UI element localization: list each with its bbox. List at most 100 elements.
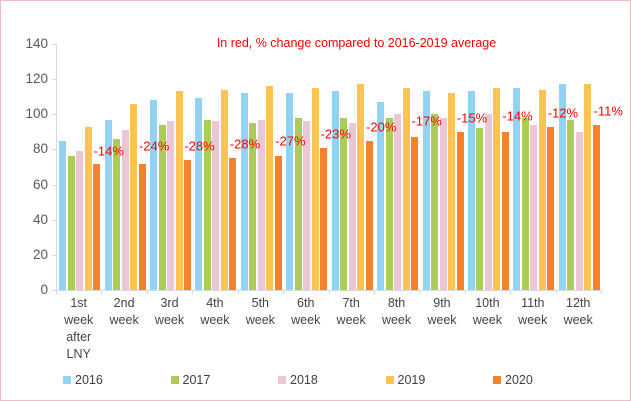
legend-label: 2019 bbox=[397, 373, 426, 387]
y-tick-label: 20 bbox=[32, 246, 48, 262]
y-axis-tick bbox=[52, 219, 56, 221]
y-axis-tick bbox=[52, 149, 56, 151]
x-axis-tick bbox=[419, 290, 421, 294]
bar-2020-6 bbox=[320, 147, 328, 290]
bar-2017-6 bbox=[294, 117, 302, 290]
y-tick-label: 100 bbox=[25, 106, 48, 122]
bar-2016-6 bbox=[286, 93, 294, 290]
x-axis-tick bbox=[373, 290, 375, 294]
y-tick-label: 0 bbox=[40, 282, 48, 297]
y-tick-label: 120 bbox=[25, 71, 48, 87]
x-axis-tick bbox=[555, 290, 557, 294]
bar-2019-2 bbox=[130, 103, 138, 290]
x-axis-label: 5th week bbox=[245, 296, 275, 327]
legend-swatch bbox=[278, 376, 286, 384]
pct-change-label: -12% bbox=[547, 105, 579, 121]
bar-2018-10 bbox=[484, 114, 492, 290]
x-axis-tick bbox=[146, 290, 148, 294]
bar-2020-7 bbox=[365, 140, 373, 290]
pct-change-label: -28% bbox=[229, 136, 261, 152]
x-axis-label: 10th week bbox=[472, 296, 502, 327]
bar-2019-1 bbox=[84, 126, 92, 290]
bar-2019-7 bbox=[357, 84, 365, 290]
bar-2018-5 bbox=[257, 119, 265, 290]
bar-2020-3 bbox=[184, 159, 192, 290]
pct-change-label: -14% bbox=[502, 108, 533, 124]
bar-2016-3 bbox=[150, 100, 158, 290]
x-axis-labels: 1st week after LNY 2nd week 3rd week 4th we… bbox=[56, 295, 601, 363]
y-tick-label: 140 bbox=[25, 36, 48, 51]
y-tick-label: 80 bbox=[32, 141, 48, 157]
x-axis-tick bbox=[510, 290, 512, 294]
x-axis-label: 1st week after LNY bbox=[64, 296, 94, 361]
x-axis-label: 4th week bbox=[200, 296, 230, 327]
y-axis-tick bbox=[52, 254, 56, 256]
bar-2016-8 bbox=[377, 102, 385, 290]
bar-2018-11 bbox=[530, 124, 538, 290]
legend-item-2018: 2018 bbox=[278, 372, 318, 388]
bar-2019-4 bbox=[220, 89, 228, 290]
y-tick-label: 40 bbox=[32, 211, 48, 227]
bar-2017-4 bbox=[203, 119, 211, 290]
x-axis-label: 11th week bbox=[518, 296, 548, 327]
x-axis-label: 2nd week bbox=[109, 296, 139, 327]
bar-2017-1 bbox=[67, 156, 75, 290]
bar-2017-5 bbox=[249, 123, 257, 290]
pct-change-label: -20% bbox=[366, 119, 397, 135]
pct-change-label: -24% bbox=[138, 138, 170, 154]
bar-2017-3 bbox=[158, 124, 166, 290]
pct-change-label: -23% bbox=[320, 126, 351, 142]
bar-2019-10 bbox=[493, 87, 501, 290]
legend-label: 2018 bbox=[290, 373, 318, 387]
bar-2019-5 bbox=[266, 86, 274, 290]
bar-2016-1 bbox=[59, 140, 67, 290]
chart-title: In red, % change compared to 2016-2019 a… bbox=[216, 36, 497, 50]
bar-2020-10 bbox=[501, 131, 509, 290]
x-axis-label: 7th week bbox=[336, 296, 366, 327]
legend-item-2017: 2017 bbox=[170, 372, 211, 388]
bar-2018-1 bbox=[76, 151, 84, 290]
x-axis-label: 8th week bbox=[381, 296, 412, 327]
x-axis-tick bbox=[464, 290, 466, 294]
bar-2018-3 bbox=[167, 121, 175, 290]
bar-2017-12 bbox=[567, 119, 575, 290]
pct-change-label: -17% bbox=[411, 113, 442, 129]
bar-2016-10 bbox=[467, 91, 475, 290]
x-axis-tick bbox=[56, 290, 57, 294]
legend-item-2016: 2016 bbox=[63, 372, 103, 388]
legend-label: 2016 bbox=[75, 373, 103, 387]
pct-change-label: -14% bbox=[93, 143, 124, 159]
bar-2017-10 bbox=[476, 128, 484, 290]
legend-swatch bbox=[493, 376, 501, 384]
bar-2017-8 bbox=[385, 117, 393, 290]
bar-2018-4 bbox=[212, 121, 220, 290]
y-axis-tick bbox=[52, 79, 56, 81]
bar-2018-7 bbox=[348, 123, 356, 290]
bar-2018-12 bbox=[575, 131, 583, 290]
y-axis-tick bbox=[52, 114, 56, 116]
chart-legend: 2016 2017 2018 2019 2020 bbox=[1, 372, 630, 390]
bar-2016-12 bbox=[558, 84, 566, 290]
bar-2019-6 bbox=[311, 87, 319, 290]
bar-2016-9 bbox=[422, 91, 430, 290]
bar-2020-9 bbox=[456, 131, 464, 290]
bar-2016-11 bbox=[513, 87, 521, 290]
legend-label: 2017 bbox=[182, 373, 211, 387]
pct-change-label: -15% bbox=[456, 110, 488, 126]
bar-2018-2 bbox=[121, 130, 129, 290]
pct-change-label: -11% bbox=[593, 103, 623, 119]
bar-2019-3 bbox=[175, 91, 183, 290]
pct-change-label: -27% bbox=[275, 133, 306, 149]
bar-2019-9 bbox=[448, 93, 456, 290]
x-axis-tick bbox=[192, 290, 194, 294]
x-axis-tick bbox=[237, 290, 239, 294]
bar-2018-6 bbox=[303, 121, 311, 290]
bar-2019-11 bbox=[538, 89, 546, 290]
legend-swatch bbox=[170, 376, 179, 384]
bar-2016-5 bbox=[240, 93, 248, 290]
legend-swatch bbox=[385, 376, 394, 384]
legend-label: 2020 bbox=[505, 373, 533, 387]
bar-2017-9 bbox=[431, 114, 439, 290]
bar-2018-9 bbox=[439, 117, 447, 290]
legend-swatch bbox=[63, 376, 71, 384]
